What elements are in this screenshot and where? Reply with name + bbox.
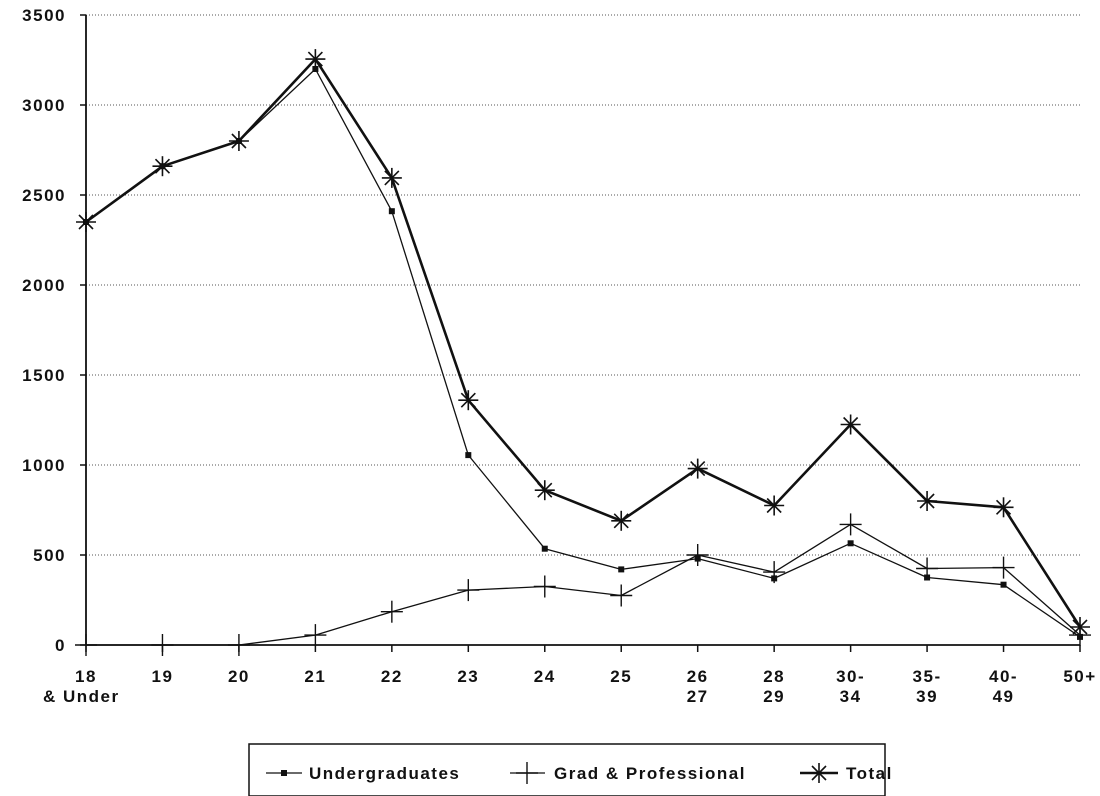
point-total-6-d [537,482,553,498]
legend-box [248,743,886,796]
point-total-11-d [919,493,935,509]
point-total-11 [917,491,938,511]
series-undergraduates [83,66,1083,640]
series-layer [75,49,1091,656]
legend-marker-undergraduates [281,770,287,776]
x-tick-label-2: 20 [228,667,250,686]
point-grad-professional-5 [457,579,480,602]
point-total-9 [764,495,785,516]
x-tick-label-9: 28 [763,667,785,686]
point-grad-professional-3 [304,624,327,647]
y-tick-label-500: 500 [33,546,66,565]
point-grad-professional-2 [227,634,250,656]
x-tick-label-1: 19 [152,667,174,686]
point-total-4 [381,167,402,188]
point-total-5 [458,390,479,411]
legend-item-grad-professional: Grad & Professional [510,762,746,784]
y-tick-label-0: 0 [55,636,66,655]
y-tick-labels: 0 500 1000 1500 2000 2500 3000 3500 [22,6,66,655]
series-grad-professional [75,513,1091,656]
x-tick-label-8: 26 [687,667,709,686]
x-tick-label-12: 40- [989,667,1018,686]
y-tick-label-3500: 3500 [22,6,66,25]
point-total-8-d [690,461,706,477]
x-tick-label-5: 23 [457,667,479,686]
point-total-6 [534,480,555,501]
series-line-undergraduates [85,68,1081,638]
point-total-12 [993,497,1014,518]
point-grad-professional-12 [992,556,1015,579]
x-tick-label-7: 25 [610,667,632,686]
legend-label-undergraduates: Undergraduates [309,764,460,783]
legend-marker-total-d [811,765,827,781]
y-tick-label-1500: 1500 [22,366,66,385]
point-grad-professional-0 [75,634,97,656]
x-tick-label-10-line2: 34 [840,687,862,706]
point-total-13 [1070,617,1090,637]
point-undergraduates-5 [465,452,472,459]
series-total [76,49,1090,637]
x-tick-label-13: 50+ [1063,667,1096,686]
x-tick-label-11: 35- [913,667,942,686]
point-grad-professional-7 [610,584,633,607]
axes [80,14,1081,652]
point-total-1 [152,156,173,177]
x-tick-label-12-line2: 49 [993,687,1015,706]
point-total-13-d [1072,619,1088,635]
point-total-9-d [766,497,782,514]
x-tick-label-4: 22 [381,667,403,686]
legend-label-total: Total [846,764,893,783]
point-total-0 [76,212,96,232]
series-line-grad-professional [86,523,1081,646]
x-tick-label-11-line2: 39 [916,687,938,706]
point-grad-professional-8 [686,544,709,566]
point-total-12-d [995,499,1012,515]
point-total-3-d [307,51,323,67]
legend-marker-total [809,763,829,783]
point-total-10-d [843,416,859,433]
x-tick-label-3: 21 [304,667,326,686]
point-total-4-d [384,170,400,186]
gridlines [86,14,1080,556]
y-tick-label-2000: 2000 [22,276,66,295]
y-tick-label-2500: 2500 [22,186,66,205]
x-tick-label-6: 24 [534,667,556,686]
legend-item-total: Total [800,763,893,783]
point-total-8 [687,458,708,479]
point-total-5-d [460,392,476,408]
point-grad-professional-4 [380,600,403,623]
point-total-7 [611,510,632,531]
legend: Undergraduates Grad & Professional Total [248,743,893,796]
point-grad-professional-9 [763,561,786,584]
point-total-10 [840,414,861,435]
x-tick-label-10: 30- [836,667,865,686]
point-undergraduates-7 [618,566,625,573]
x-tick-label-0: 18 [75,667,97,686]
point-grad-professional-1 [151,634,174,656]
legend-marker-grad-professional [516,762,538,784]
point-total-3 [305,49,326,70]
y-tick-label-3000: 3000 [22,96,66,115]
point-total-7-d [613,513,629,529]
x-tick-label-0-line2: & Under [43,687,120,706]
legend-item-undergraduates: Undergraduates [266,764,460,783]
x-tick-label-9-line2: 29 [763,687,785,706]
point-grad-professional-11 [916,557,939,580]
point-grad-professional-6 [533,575,556,598]
legend-label-grad-professional: Grad & Professional [554,764,746,783]
y-tick-label-1000: 1000 [22,456,66,475]
x-tick-label-8-line2: 27 [687,687,709,706]
point-total-2 [228,131,249,151]
point-total-2-d [231,133,247,149]
point-undergraduates-6 [541,545,548,552]
point-grad-professional-10 [839,513,862,536]
point-undergraduates-4 [388,208,395,215]
point-undergraduates-10 [847,540,854,547]
point-undergraduates-12 [1000,581,1007,588]
point-total-0-d [78,214,94,230]
series-line-total [85,57,1082,628]
point-total-1-d [154,158,171,174]
